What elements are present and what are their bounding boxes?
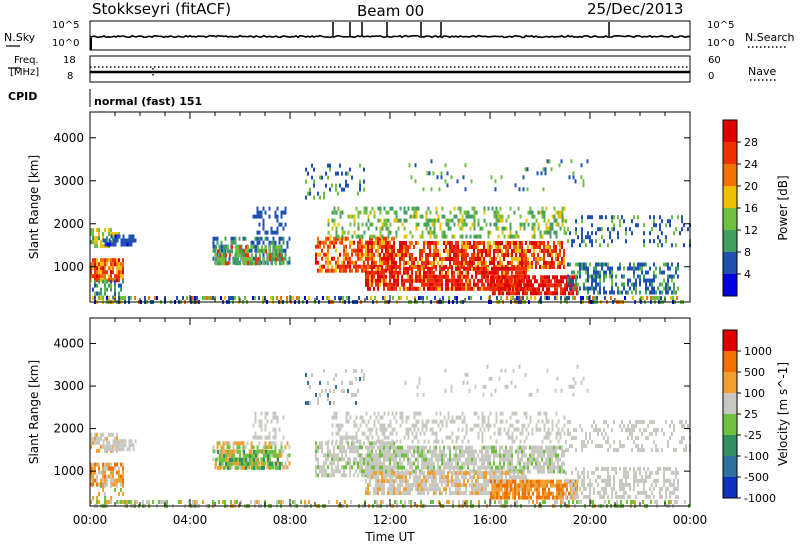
power-colorbar-label: 20 xyxy=(744,180,758,193)
velocity-colorbar-segment xyxy=(723,393,737,415)
time-tick-label: 00:00 xyxy=(73,513,108,527)
power-ytick-label: 3000 xyxy=(53,174,84,188)
power-colorbar-label: 24 xyxy=(744,158,758,171)
freq-left-bottom-tick: 8 xyxy=(67,71,74,82)
power-colorbar-segment xyxy=(723,274,737,297)
freq-label-bottom: [MHz] xyxy=(10,67,40,78)
velocity-echoes xyxy=(90,364,691,508)
velocity-colorbar-label: 25 xyxy=(744,408,758,421)
freq-left-top-tick: 18 xyxy=(63,55,76,66)
velocity-ylabel: Slant Range [km] xyxy=(27,360,41,464)
noise-left-bottom-tick: 10^0 xyxy=(52,38,80,49)
velocity-colorbar-label: -1000 xyxy=(744,492,776,505)
power-colorbar-label: 8 xyxy=(744,246,751,259)
velocity-colorbar-label: 1000 xyxy=(744,345,772,358)
time-tick-label: 16:00 xyxy=(473,513,508,527)
noise-frame xyxy=(89,20,691,51)
noise-line xyxy=(89,34,691,39)
time-axis-label: Time UT xyxy=(364,530,415,544)
velocity-colorbar-title: Velocity [m s^-1] xyxy=(776,362,790,466)
freq-right-top-tick: 60 xyxy=(708,55,721,66)
power-ytick-label: 1000 xyxy=(53,260,84,274)
time-tick-label: 08:00 xyxy=(273,513,308,527)
power-colorbar-segment xyxy=(723,230,737,253)
velocity-colorbar-label: -500 xyxy=(744,471,769,484)
cpid-value: normal (fast) 151 xyxy=(94,95,203,108)
power-ytick-label: 2000 xyxy=(53,217,84,231)
station-title: Stokkseyri (fitACF) xyxy=(92,0,232,18)
freq-label-top: Freq. xyxy=(14,55,39,66)
power-ytick-label: 4000 xyxy=(53,131,84,145)
velocity-ytick-label: 4000 xyxy=(53,337,84,351)
velocity-colorbar-segment xyxy=(723,435,737,457)
freq-frame xyxy=(89,55,691,83)
power-colorbar-label: 12 xyxy=(744,224,758,237)
power-colorbar-segment xyxy=(723,142,737,165)
beam-title: Beam 00 xyxy=(357,2,425,20)
power-colorbar-label: 16 xyxy=(744,202,758,215)
time-tick-label: 00:00 xyxy=(673,513,708,527)
velocity-colorbar-segment xyxy=(723,414,737,436)
time-tick-label: 20:00 xyxy=(573,513,608,527)
velocity-ytick-label: 3000 xyxy=(53,379,84,393)
date-title: 25/Dec/2013 xyxy=(587,0,684,18)
velocity-colorbar-label: -100 xyxy=(744,450,769,463)
noise-left-top-tick: 10^5 xyxy=(52,20,80,31)
power-colorbar-segment xyxy=(723,164,737,187)
velocity-colorbar-segment xyxy=(723,456,737,478)
power-colorbar-segment xyxy=(723,186,737,209)
noise-right-bottom-tick: 10^0 xyxy=(707,38,735,49)
cpid-label: CPID xyxy=(8,90,38,103)
velocity-colorbar-label: 100 xyxy=(744,387,765,400)
power-echoes xyxy=(90,159,691,304)
power-colorbar-segment xyxy=(723,252,737,275)
velocity-colorbar-segment xyxy=(723,351,737,373)
time-tick-label: 12:00 xyxy=(373,513,408,527)
power-colorbar-segment xyxy=(723,120,737,143)
noise-search-label: N.Search xyxy=(745,31,795,44)
noise-sky-label: N.Sky xyxy=(4,31,36,44)
power-ylabel: Slant Range [km] xyxy=(27,155,41,259)
velocity-colorbar-label: 500 xyxy=(744,366,765,379)
noise-right-top-tick: 10^5 xyxy=(707,20,735,31)
power-colorbar-segment xyxy=(723,208,737,231)
velocity-ytick-label: 2000 xyxy=(53,422,84,436)
time-tick-label: 04:00 xyxy=(173,513,208,527)
nave-label: Nave xyxy=(748,65,777,78)
velocity-colorbar-segment xyxy=(723,372,737,394)
power-colorbar-label: 28 xyxy=(744,136,758,149)
velocity-colorbar-segment xyxy=(723,330,737,352)
power-colorbar-title: Power [dB] xyxy=(776,175,790,240)
velocity-colorbar-segment xyxy=(723,477,737,499)
velocity-colorbar-label: -25 xyxy=(744,429,762,442)
power-colorbar-label: 4 xyxy=(744,268,751,281)
velocity-ytick-label: 1000 xyxy=(53,464,84,478)
freq-right-bottom-tick: 0 xyxy=(708,71,715,82)
